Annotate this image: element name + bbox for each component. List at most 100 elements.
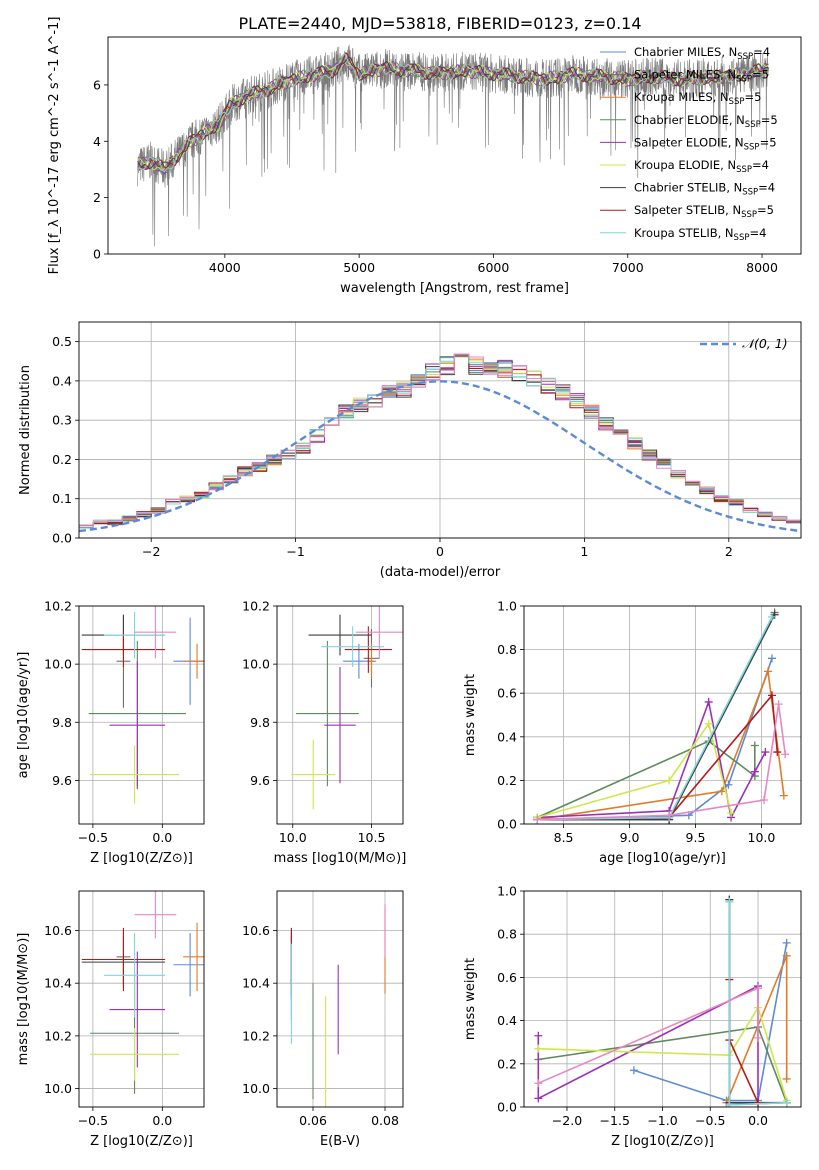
mass-weight-vs-age-panel: 8.5 9.0 9.5 10.0 0.0 0.2 0.4 0.6 0.8 1.0 age [log1… — [463, 599, 802, 866]
legend-subscript: SSP — [745, 120, 761, 130]
legend-subscript: SSP — [741, 210, 757, 220]
legend-entry: Salpeter ELODIE, NSSP=5 — [634, 135, 777, 152]
legend-value: =5 — [752, 68, 769, 82]
y-tick-label: 0.5 — [52, 334, 72, 349]
x-tick-label: 7000 — [612, 260, 644, 275]
y-tick-label: 0.0 — [497, 817, 517, 832]
mass-weight-marker — [761, 748, 770, 757]
mass-weight-marker — [782, 1074, 791, 1083]
mass-weight-line — [537, 698, 767, 820]
x-tick-label: 9.0 — [620, 830, 640, 845]
x-tick-label: 0.0 — [748, 1113, 768, 1128]
spectrum-legend: Chabrier MILES, NSSP=4 Salpeter MILES, NS… — [600, 45, 778, 243]
y-tick-label: 0.3 — [52, 413, 72, 428]
y-tick-label: 10.6 — [44, 923, 72, 938]
x-tick-label: −1.0 — [647, 1113, 677, 1128]
y-tick-label: 1.0 — [497, 599, 517, 614]
x-tick-label: −0.5 — [695, 1113, 725, 1128]
mass-weight-line — [536, 721, 732, 819]
y-tick-label: 9.8 — [52, 715, 72, 730]
y-tick-label: 0.2 — [497, 1056, 517, 1071]
mass-weight-marker — [779, 791, 788, 800]
plot-area — [137, 44, 769, 247]
mass-vs-ebv-panel: 0.06 0.08 10.0 10.2 10.4 10.6 E(B-V) — [242, 890, 404, 1149]
axes-frame — [78, 605, 205, 825]
mass-weight-marker — [754, 1098, 763, 1107]
y-tick-label: 10.0 — [44, 1081, 72, 1096]
mass-weight-line — [537, 986, 759, 1084]
residual-histogram-step — [79, 355, 801, 526]
legend-entry: Kroupa STELIB, NSSP=4 — [634, 226, 766, 243]
x-tick-label: 0.06 — [299, 1113, 327, 1128]
y-axis-label: mass weight — [463, 674, 478, 756]
x-axis-label: Z [log10(Z/Z⊙)] — [611, 1134, 714, 1149]
mass-weight-marker — [704, 719, 713, 728]
legend-value: =5 — [761, 113, 778, 127]
residual-histogram-step — [79, 353, 801, 529]
y-tick-label: 10.2 — [44, 599, 72, 614]
y-axis-label: mass weight — [463, 958, 478, 1040]
y-tick-label: 4 — [93, 134, 101, 149]
x-axis-label: mass [log10(M/M⊙)] — [274, 851, 407, 866]
y-tick-label: 0 — [93, 247, 101, 262]
x-tick-label: −1 — [286, 544, 304, 559]
mass-weight-marker — [534, 1031, 543, 1040]
x-tick-label: 0.08 — [371, 1113, 399, 1128]
legend-entry: Chabrier ELODIE, NSSP=5 — [634, 113, 778, 130]
figure-title: PLATE=2440, MJD=53818, FIBERID=0123, z=0… — [238, 14, 641, 33]
x-axis-label: E(B-V) — [320, 1134, 360, 1149]
legend-subscript: SSP — [736, 75, 752, 85]
residual-histogram-step — [79, 354, 801, 529]
residual-histogram-step — [79, 355, 801, 529]
y-tick-label: 0.6 — [497, 686, 517, 701]
y-tick-label: 10.2 — [44, 1028, 72, 1043]
y-tick-label: 10.4 — [44, 976, 72, 991]
mass-weight-marker — [750, 741, 759, 750]
mass-weight-marker — [534, 1079, 543, 1088]
x-tick-label: 10.5 — [358, 830, 386, 845]
mass-weight-marker — [767, 691, 776, 700]
mass-weight-line — [537, 984, 759, 1103]
mass-weight-line — [536, 740, 756, 819]
x-tick-label: −0.5 — [78, 830, 108, 845]
spectrum-panel: 4000 5000 6000 7000 8000 0 2 4 6 wavelength [Angs… — [47, 17, 802, 296]
mass-weight-marker — [760, 796, 769, 805]
x-tick-label: −2 — [142, 544, 160, 559]
legend-subscript: SSP — [744, 142, 760, 152]
x-tick-label: 10.0 — [748, 830, 776, 845]
legend-value: =4 — [752, 158, 769, 172]
mass-weight-marker — [717, 787, 726, 796]
mass-weight-marker — [534, 1044, 543, 1053]
legend-entry: Chabrier STELIB, NSSP=4 — [634, 181, 775, 198]
mass-weight-marker — [781, 750, 790, 759]
mass-weight-marker — [782, 951, 791, 960]
mass-weight-marker — [754, 984, 763, 993]
residual-histogram-step — [79, 355, 801, 529]
y-tick-label: 9.6 — [52, 773, 72, 788]
x-tick-label: 0.0 — [152, 830, 172, 845]
legend-subscript: SSP — [742, 188, 758, 198]
y-tick-label: 0.8 — [497, 927, 517, 942]
residual-histogram-step — [79, 354, 801, 527]
age-vs-metallicity-panel: −0.5 0.0 9.6 9.8 10.0 10.2 Z [log10(Z/Z⊙)] age … — [16, 599, 205, 866]
y-tick-label: 10.0 — [242, 657, 270, 672]
mass-weight-line — [537, 671, 785, 821]
y-tick-label: 2 — [93, 190, 101, 205]
axes-frame — [78, 890, 205, 1108]
y-tick-label: 1.0 — [497, 884, 517, 899]
y-tick-label: 10.2 — [242, 599, 270, 614]
legend-subscript: SSP — [737, 52, 753, 62]
plot-area — [290, 904, 386, 1107]
x-tick-label: 5000 — [343, 260, 375, 275]
y-tick-label: 10.0 — [44, 657, 72, 672]
axes-frame — [523, 605, 802, 825]
mass-weight-line — [537, 612, 776, 821]
mass-weight-marker — [725, 897, 734, 906]
model-spectrum-line — [137, 53, 769, 173]
mass-weight-marker — [782, 938, 791, 947]
x-axis-label: Z [log10(Z/Z⊙)] — [90, 1134, 193, 1149]
mass-weight-marker — [665, 811, 674, 820]
residuals-histogram-panel: −2 −1 0 1 2 0.0 0.1 0.2 0.3 0.4 0.5 (data-model)/er… — [18, 321, 802, 580]
legend-value: =5 — [744, 90, 761, 104]
